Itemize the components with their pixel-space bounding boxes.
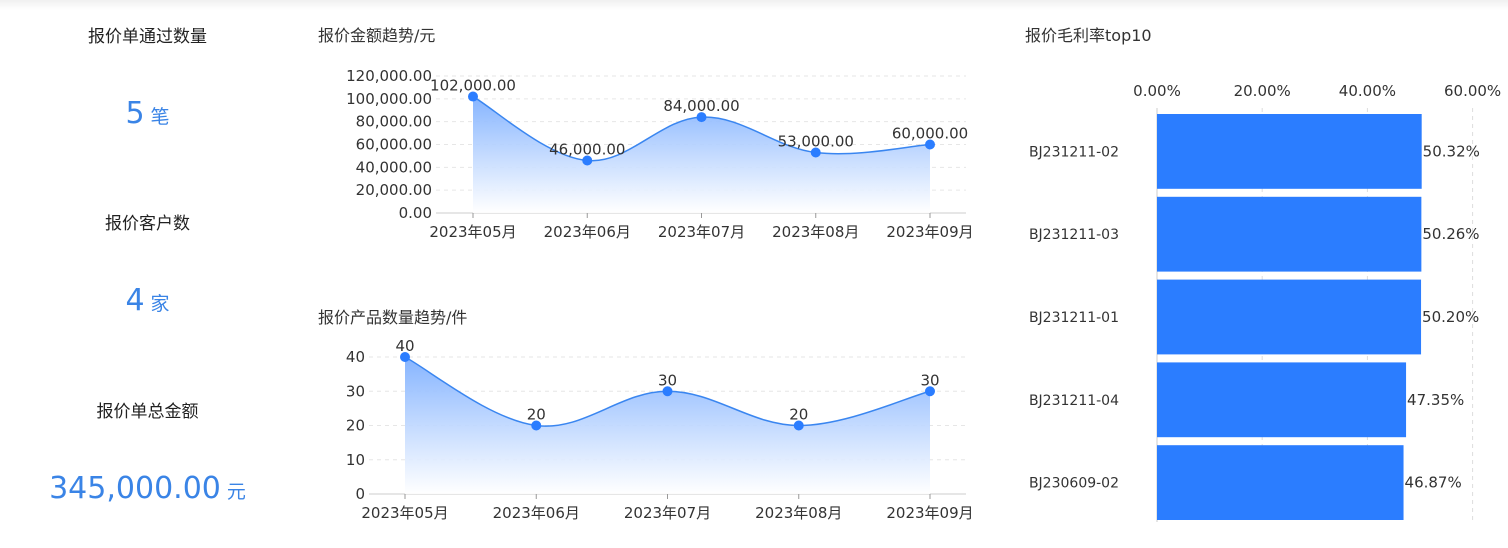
margin-bar bbox=[1157, 445, 1404, 520]
amount-y-tick-label: 80,000.00 bbox=[356, 113, 432, 131]
quantity-x-tick-label: 2023年06月 bbox=[493, 504, 580, 522]
amount-y-tick-label: 40,000.00 bbox=[356, 158, 432, 176]
quantity-y-tick-label: 40 bbox=[346, 348, 365, 366]
quantity-y-tick-label: 30 bbox=[346, 382, 365, 400]
margin-bar bbox=[1157, 362, 1407, 438]
margin-bar bbox=[1157, 279, 1422, 355]
amount-x-tick-label: 2023年09月 bbox=[886, 223, 973, 241]
customer-count-number: 4 bbox=[125, 283, 145, 318]
margin-x-tick-label: 40.00% bbox=[1339, 82, 1396, 100]
margin-category-label: BJ231211-01 bbox=[1029, 310, 1119, 326]
quantity-y-tick-label: 10 bbox=[346, 451, 365, 469]
amount-trend-chart: 0.00 20,000.00 40,000.00 60,000.00 80,000.00… bbox=[346, 67, 974, 241]
margin-top10-title: 报价毛利率top10 bbox=[1025, 26, 1152, 45]
quantity-y-tick-label: 20 bbox=[346, 417, 365, 435]
margin-value-label: 46.87% bbox=[1405, 474, 1462, 492]
quantity-trend-chart: 0 10 20 30 40 2023年05月 2023年06月 2023年07月 2023年08… bbox=[346, 337, 974, 522]
margin-category-label: BJ231211-02 bbox=[1029, 144, 1119, 160]
margin-x-tick-label: 20.00% bbox=[1234, 82, 1291, 100]
margin-category-label: BJ231211-04 bbox=[1029, 393, 1119, 409]
margin-bar bbox=[1157, 114, 1422, 189]
margin-category-label: BJ230609-02 bbox=[1029, 476, 1119, 492]
amount-y-tick-label: 100,000.00 bbox=[346, 90, 432, 108]
amount-data-label: 102,000.00 bbox=[430, 77, 516, 95]
quantity-data-point bbox=[662, 386, 673, 397]
quantity-trend-title: 报价产品数量趋势/件 bbox=[318, 308, 468, 327]
amount-data-point bbox=[468, 91, 478, 102]
amount-data-point bbox=[582, 155, 593, 166]
margin-category-label: BJ231211-03 bbox=[1029, 227, 1119, 243]
top-shadow bbox=[0, 0, 1508, 10]
quantity-data-label: 30 bbox=[658, 371, 677, 389]
amount-y-tick-label: 0.00 bbox=[399, 204, 432, 222]
margin-bar bbox=[1157, 196, 1422, 272]
quantity-data-label: 20 bbox=[789, 406, 808, 424]
amount-data-label: 84,000.00 bbox=[663, 97, 739, 115]
quantity-data-label: 40 bbox=[395, 337, 414, 355]
quantity-data-label: 30 bbox=[920, 371, 939, 389]
margin-top10-chart: 0.00% 20.00% 40.00% 60.00% BJ231211-02 50.32%… bbox=[1029, 82, 1501, 522]
amount-data-point bbox=[925, 139, 935, 150]
quantity-x-tick-label: 2023年09月 bbox=[886, 504, 973, 522]
amount-x-tick-label: 2023年05月 bbox=[429, 223, 516, 241]
total-amount-unit: 元 bbox=[226, 481, 246, 503]
quantity-data-point bbox=[400, 352, 410, 362]
customer-count-unit: 家 bbox=[150, 293, 170, 315]
amount-x-tick-label: 2023年08月 bbox=[772, 223, 859, 241]
margin-value-label: 50.32% bbox=[1423, 142, 1480, 160]
quantity-x-tick-label: 2023年05月 bbox=[361, 504, 448, 522]
amount-trend-title: 报价金额趋势/元 bbox=[318, 26, 436, 45]
amount-data-point bbox=[810, 147, 821, 158]
amount-x-tick-label: 2023年06月 bbox=[544, 223, 631, 241]
amount-data-point bbox=[696, 112, 707, 123]
passed-count-label: 报价单通过数量 bbox=[88, 27, 207, 47]
quantity-data-label: 20 bbox=[527, 406, 546, 424]
margin-value-label: 50.20% bbox=[1422, 308, 1479, 326]
quantity-data-point bbox=[531, 420, 542, 431]
margin-x-tick-label: 60.00% bbox=[1444, 82, 1501, 100]
amount-x-tick-label: 2023年07月 bbox=[658, 223, 745, 241]
quantity-data-point bbox=[925, 386, 935, 397]
amount-y-tick-label: 60,000.00 bbox=[356, 136, 432, 154]
quantity-data-point bbox=[793, 420, 804, 431]
customer-count-label: 报价客户数 bbox=[105, 214, 190, 234]
quantity-x-tick-label: 2023年08月 bbox=[755, 504, 842, 522]
quantity-area-fill bbox=[405, 357, 930, 494]
quantity-y-tick-label: 0 bbox=[355, 485, 365, 503]
total-amount-label: 报价单总金额 bbox=[96, 402, 199, 422]
amount-y-tick-label: 120,000.00 bbox=[346, 67, 432, 85]
amount-y-tick-label: 20,000.00 bbox=[356, 181, 432, 199]
amount-data-label: 53,000.00 bbox=[778, 132, 854, 150]
margin-x-tick-label: 0.00% bbox=[1133, 82, 1181, 100]
total-amount-value: 345,000.00 元 bbox=[0, 471, 295, 506]
passed-count-unit: 笔 bbox=[150, 106, 170, 128]
amount-data-label: 60,000.00 bbox=[892, 125, 968, 143]
total-amount-number: 345,000.00 bbox=[49, 471, 221, 506]
quantity-x-tick-label: 2023年07月 bbox=[624, 504, 711, 522]
passed-count-number: 5 bbox=[125, 96, 145, 131]
amount-data-label: 46,000.00 bbox=[549, 140, 625, 158]
margin-value-label: 47.35% bbox=[1407, 391, 1464, 409]
amount-area-fill bbox=[473, 96, 930, 213]
margin-value-label: 50.26% bbox=[1422, 225, 1479, 243]
